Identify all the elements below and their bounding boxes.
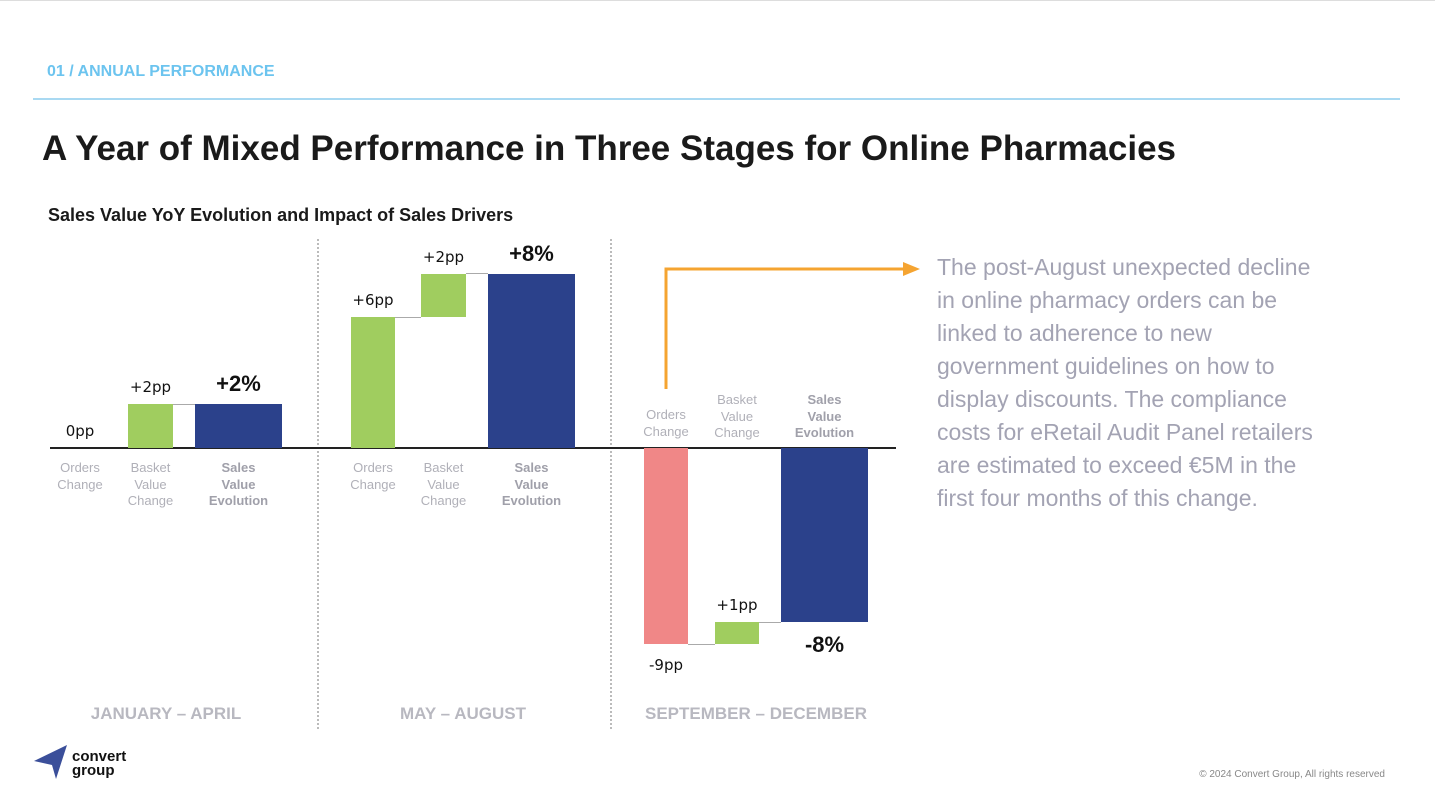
- value-label: +6pp: [352, 291, 394, 310]
- arrow-head-icon: [903, 262, 920, 276]
- category-label: Orders Change: [57, 460, 103, 492]
- value-label: 0pp: [65, 422, 95, 440]
- svg-text:group: group: [72, 762, 115, 779]
- panel-separator: [610, 239, 612, 729]
- category-label: Basket Value Change: [420, 460, 467, 508]
- svg-text:convert: convert: [72, 748, 126, 765]
- copyright: © 2024 Convert Group, All rights reserve…: [1199, 769, 1385, 780]
- value-label: +2pp: [129, 378, 172, 397]
- chart-title: Sales Value YoY Evolution and Impact of …: [48, 205, 514, 225]
- value-label: +2pp: [422, 247, 465, 266]
- bar-sales: [781, 448, 868, 623]
- page-title: A Year of Mixed Performance in Three Sta…: [42, 129, 1177, 168]
- arrow-line: [664, 267, 905, 389]
- category-label: Sales Value Evolution: [501, 460, 562, 508]
- category-label: Sales Value Evolution: [208, 460, 269, 508]
- bar-basket: [715, 622, 759, 645]
- connector-line: [759, 621, 781, 623]
- zero-axis: [50, 447, 896, 449]
- header-rule: [33, 98, 1400, 100]
- connector-line: [688, 643, 715, 645]
- panel-separator: [317, 239, 319, 729]
- bar-basket: [128, 404, 173, 448]
- category-label: Orders Change: [643, 407, 689, 439]
- value-label: +8%: [509, 240, 554, 266]
- value-label: -8%: [804, 632, 845, 658]
- connector-line: [466, 273, 488, 275]
- bar-basket: [421, 273, 466, 318]
- connector-line: [395, 316, 421, 318]
- section-label: 01 / ANNUAL PERFORMANCE: [47, 63, 275, 80]
- bar-orders: [644, 448, 688, 645]
- convert-group-logo: convert group: [32, 745, 142, 790]
- connector-line: [173, 403, 195, 405]
- period-label: MAY – AUGUST: [400, 704, 526, 723]
- logo-arrow-icon: [34, 745, 67, 779]
- period-label: JANUARY – APRIL: [90, 704, 242, 723]
- bar-sales: [195, 404, 282, 448]
- bar-orders: [351, 317, 395, 448]
- value-label: +2%: [216, 371, 261, 397]
- category-label: Basket Value Change: [127, 460, 174, 508]
- value-label: +1pp: [716, 596, 758, 615]
- bar-sales: [488, 273, 575, 448]
- period-label: SEPTEMBER – DECEMBER: [645, 704, 867, 723]
- value-label: -9pp: [649, 656, 683, 675]
- category-label: Basket Value Change: [714, 392, 760, 440]
- category-label: Sales Value Evolution: [794, 392, 855, 440]
- commentary-text: The post-August unexpected decline in on…: [937, 254, 1313, 511]
- category-label: Orders Change: [350, 460, 396, 492]
